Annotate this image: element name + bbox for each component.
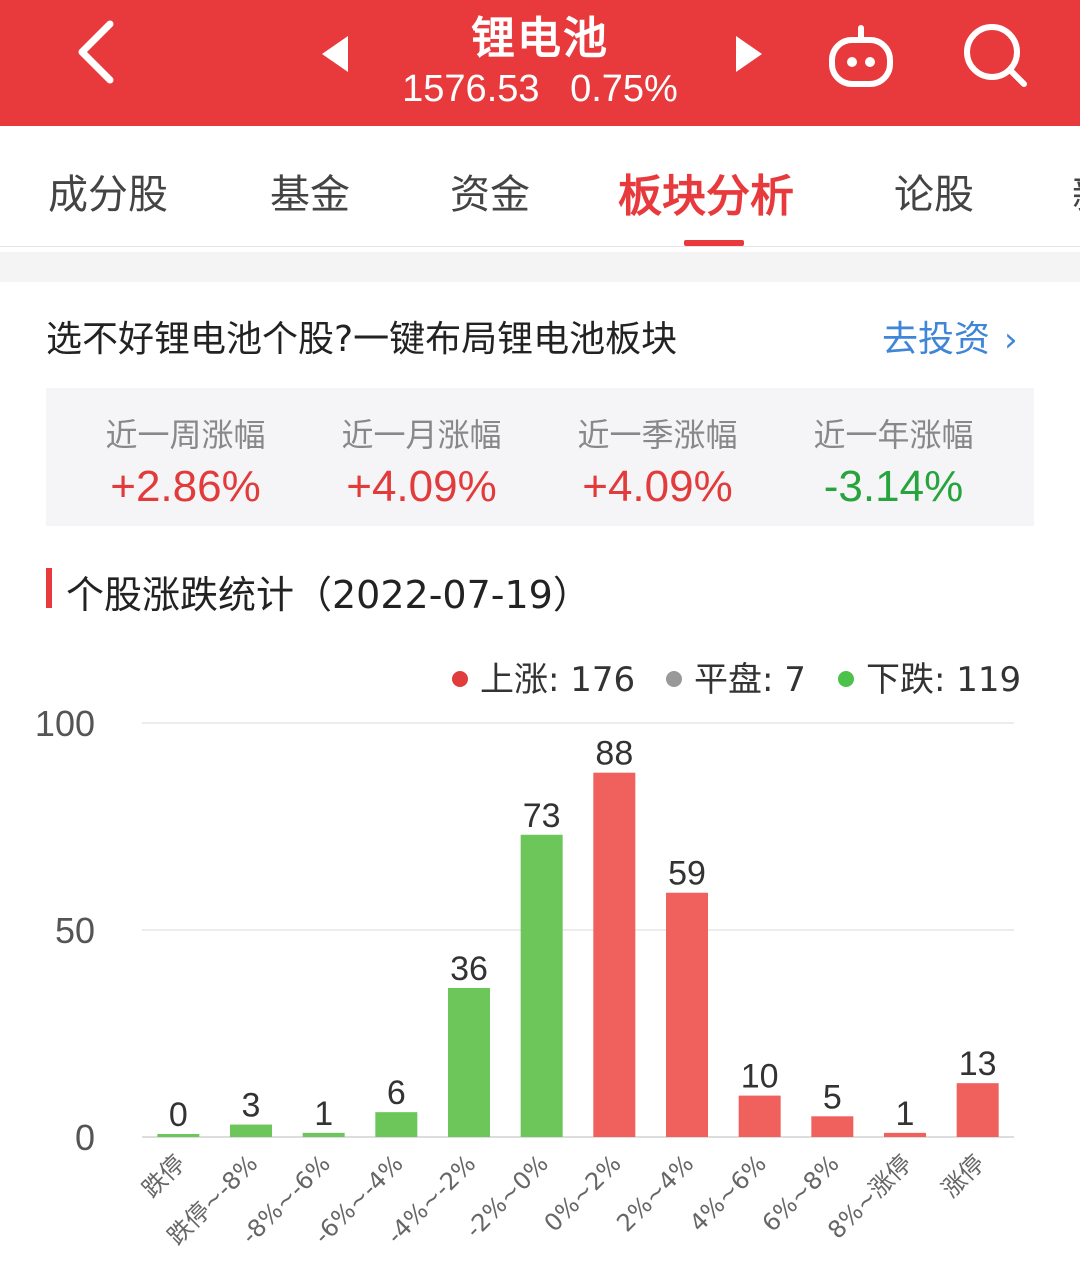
search-icon [964, 24, 1027, 87]
sector-price: 1576.53 [402, 68, 540, 110]
tab-bar: 成分股 基金 资金 板块分析 论股 新 [0, 126, 1080, 247]
stat-label: 近一季涨幅 [577, 416, 738, 454]
bar [884, 1132, 926, 1137]
legend-down-dot [838, 670, 854, 687]
bar [738, 1095, 781, 1137]
legend-flat-label: 平盘: 7 [694, 660, 806, 700]
legend-up: 上涨: 176 [452, 652, 635, 701]
legend-flat: 平盘: 7 [666, 652, 806, 701]
performance-stats: 近一周涨幅 +2.86% 近一月涨幅 +4.09% 近一季涨幅 +4.09% 近… [46, 388, 1034, 526]
bar-value-label: 73 [523, 797, 561, 835]
sector-quote: 1576.53 0.75% [340, 68, 740, 111]
invest-link-label: 去投资 [882, 319, 991, 360]
chevron-right-icon: › [1004, 320, 1018, 360]
back-button[interactable] [64, 16, 134, 86]
bar-value-label: 10 [741, 1058, 779, 1096]
section-accent-bar [46, 568, 52, 608]
legend-up-dot [452, 670, 468, 687]
bar-value-label: 1 [896, 1095, 915, 1133]
y-tick-label: 50 [55, 910, 95, 951]
distribution-bar-chart: 0501000跌停3跌停~-8%1-8%~-6%6-6%~-4%36-4%~-2… [35, 703, 1014, 1250]
invest-link[interactable]: 去投资 › [882, 310, 1018, 362]
stat-value: -3.14% [823, 462, 964, 511]
legend-up-label: 上涨: 176 [480, 660, 636, 700]
top-header: 锂电池 1576.53 0.75% [0, 0, 1080, 126]
tab-components[interactable]: 成分股 [48, 172, 168, 218]
stat-label: 近一周涨幅 [105, 416, 266, 454]
robot-button[interactable] [826, 22, 896, 92]
x-tick-label: 4%~6% [684, 1149, 772, 1237]
bar-value-label: 3 [242, 1087, 261, 1125]
bar-value-label: 13 [959, 1045, 997, 1083]
stat-value: +4.09% [582, 462, 733, 511]
bar-value-label: 0 [169, 1096, 188, 1134]
tab-discussion[interactable]: 论股 [894, 172, 974, 218]
next-triangle-icon [736, 36, 762, 72]
y-tick-label: 0 [75, 1117, 95, 1158]
section-title: 个股涨跌统计（2022-07-19） [66, 573, 591, 617]
stat-label: 近一月涨幅 [341, 416, 502, 454]
back-arrow-icon [78, 20, 114, 84]
tab-sector-analysis[interactable]: 板块分析 [618, 171, 794, 222]
bar [302, 1132, 345, 1137]
bar [520, 834, 563, 1137]
search-button[interactable] [960, 20, 1032, 92]
legend-down: 下跌: 119 [838, 652, 1021, 701]
robot-icon [829, 25, 893, 87]
bar [593, 772, 636, 1137]
sector-change: 0.75% [570, 68, 678, 110]
bar-value-label: 88 [595, 735, 633, 773]
tab-funds[interactable]: 基金 [270, 172, 350, 218]
stat-value: +2.86% [110, 462, 261, 511]
bar-value-label: 6 [387, 1074, 406, 1112]
x-tick-label: 涨停 [936, 1149, 990, 1203]
bar-value-label: 1 [314, 1095, 333, 1133]
active-tab-indicator [684, 240, 744, 246]
bar [666, 892, 708, 1137]
x-tick-label: 0%~2% [539, 1149, 627, 1237]
stat-quarter: 近一季涨幅 +4.09% [540, 410, 775, 512]
promo-text: 选不好锂电池个股?一键布局锂电池板块 [46, 319, 678, 360]
page-title: 锂电池 [471, 13, 609, 64]
x-tick-label: 2%~4% [611, 1149, 699, 1237]
prev-sector-button[interactable] [316, 32, 356, 76]
bar [811, 1116, 854, 1137]
bar [956, 1083, 999, 1137]
bar [157, 1134, 200, 1137]
stat-value: +4.09% [346, 462, 497, 511]
tab-capital[interactable]: 资金 [450, 172, 530, 218]
bar [448, 987, 490, 1137]
tab-more[interactable]: 新 [1072, 162, 1080, 220]
bar-value-label: 36 [450, 950, 488, 988]
legend-down-label: 下跌: 119 [866, 660, 1022, 700]
section-divider [0, 252, 1080, 282]
stat-week: 近一周涨幅 +2.86% [68, 410, 303, 512]
x-tick-label: 跌停 [137, 1149, 191, 1203]
bar [375, 1112, 418, 1137]
bar [230, 1124, 272, 1137]
bar-value-label: 59 [668, 855, 706, 893]
stat-label: 近一年涨幅 [813, 416, 974, 454]
stat-month: 近一月涨幅 +4.09% [304, 410, 539, 512]
legend-flat-dot [666, 670, 682, 687]
y-tick-label: 100 [35, 703, 95, 744]
prev-triangle-icon [322, 36, 348, 72]
stat-year: 近一年涨幅 -3.14% [776, 410, 1011, 512]
next-sector-button[interactable] [728, 32, 768, 76]
bar-value-label: 5 [823, 1078, 842, 1116]
